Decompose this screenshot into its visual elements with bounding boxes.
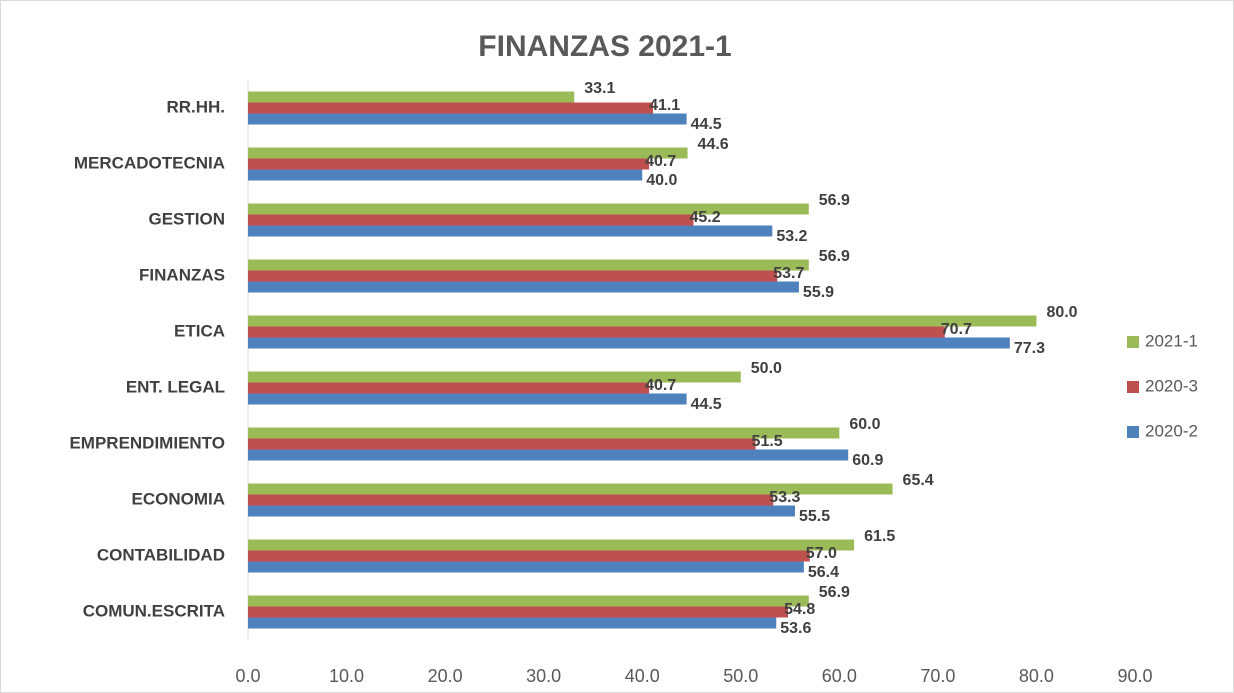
- x-tick-label: 40.0: [625, 666, 660, 686]
- chart-title: FINANZAS 2021-1: [478, 30, 731, 63]
- bar: [248, 561, 804, 573]
- y-tick-label: CONTABILIDAD: [97, 545, 225, 564]
- bar: [248, 382, 650, 394]
- data-label: 41.1: [649, 97, 680, 114]
- data-label: 44.5: [691, 396, 722, 413]
- data-label: 57.0: [806, 545, 837, 562]
- bar: [248, 102, 654, 114]
- x-tick-label: 70.0: [920, 666, 955, 686]
- bar: [248, 449, 849, 461]
- y-tick-label: RR.HH.: [166, 97, 225, 116]
- bar: [248, 337, 1010, 349]
- data-label: 77.3: [1014, 340, 1045, 357]
- data-label: 53.3: [769, 489, 800, 506]
- bar: [248, 158, 650, 170]
- data-label: 44.6: [698, 136, 729, 153]
- data-label: 53.6: [780, 620, 811, 637]
- bar: [248, 606, 789, 618]
- legend-swatch: [1127, 381, 1139, 393]
- legend-swatch: [1127, 426, 1139, 438]
- data-label: 40.0: [646, 172, 677, 189]
- x-tick-label: 20.0: [428, 666, 463, 686]
- legend-label: 2020-2: [1145, 421, 1198, 440]
- bar: [248, 169, 643, 181]
- data-label: 44.5: [691, 116, 722, 133]
- bar: [248, 147, 688, 159]
- x-tick-label: 0.0: [235, 666, 260, 686]
- data-label: 60.0: [849, 416, 880, 433]
- x-tick-label: 30.0: [526, 666, 561, 686]
- data-label: 51.5: [752, 433, 783, 450]
- bar: [248, 505, 795, 517]
- data-label: 54.8: [784, 601, 815, 618]
- y-tick-label: FINANZAS: [139, 265, 225, 284]
- data-label: 56.4: [808, 564, 839, 581]
- data-label: 53.2: [776, 228, 807, 245]
- bar: [248, 539, 855, 551]
- data-label: 45.2: [689, 209, 720, 226]
- bar: [248, 113, 687, 125]
- bar: [248, 326, 945, 338]
- bar: [248, 494, 774, 506]
- bar: [248, 225, 773, 237]
- data-label: 40.7: [645, 377, 676, 394]
- bar: [248, 483, 893, 495]
- data-label: 61.5: [864, 528, 895, 545]
- bar: [248, 550, 810, 562]
- x-tick-label: 80.0: [1019, 666, 1054, 686]
- x-tick-label: 50.0: [723, 666, 758, 686]
- y-tick-label: GESTION: [148, 209, 225, 228]
- y-tick-label: MERCADOTECNIA: [74, 153, 225, 172]
- x-tick-label: 60.0: [822, 666, 857, 686]
- legend-label: 2020-3: [1145, 376, 1198, 395]
- data-label: 53.7: [773, 265, 804, 282]
- legend-swatch: [1127, 336, 1139, 348]
- data-label: 80.0: [1046, 304, 1077, 321]
- bar: [248, 438, 756, 450]
- bar: [248, 203, 809, 215]
- x-tick-label: 90.0: [1117, 666, 1152, 686]
- data-label: 56.9: [819, 192, 850, 209]
- data-label: 70.7: [941, 321, 972, 338]
- data-label: 65.4: [903, 472, 934, 489]
- bar: [248, 427, 840, 439]
- bar: [248, 371, 741, 383]
- bar: [248, 214, 694, 226]
- bar: [248, 315, 1037, 327]
- x-tick-label: 10.0: [329, 666, 364, 686]
- data-label: 55.5: [799, 508, 830, 525]
- y-tick-label: EMPRENDIMIENTO: [69, 433, 225, 452]
- data-label: 56.9: [819, 584, 850, 601]
- bar: [248, 91, 575, 103]
- y-tick-label: ECONOMIA: [132, 489, 226, 508]
- bar: [248, 617, 777, 629]
- y-tick-label: COMUN.ESCRITA: [83, 601, 225, 620]
- data-label: 55.9: [803, 284, 834, 301]
- data-label: 60.9: [852, 452, 883, 469]
- data-label: 56.9: [819, 248, 850, 265]
- bar: [248, 595, 809, 607]
- bar: [248, 259, 809, 271]
- bar: [248, 393, 687, 405]
- bar: [248, 281, 799, 293]
- y-tick-label: ENT. LEGAL: [126, 377, 225, 396]
- data-label: 33.1: [584, 80, 615, 97]
- data-label: 40.7: [645, 153, 676, 170]
- data-label: 50.0: [751, 360, 782, 377]
- legend-label: 2021-1: [1145, 331, 1198, 350]
- bar: [248, 270, 778, 282]
- y-tick-label: ETICA: [174, 321, 225, 340]
